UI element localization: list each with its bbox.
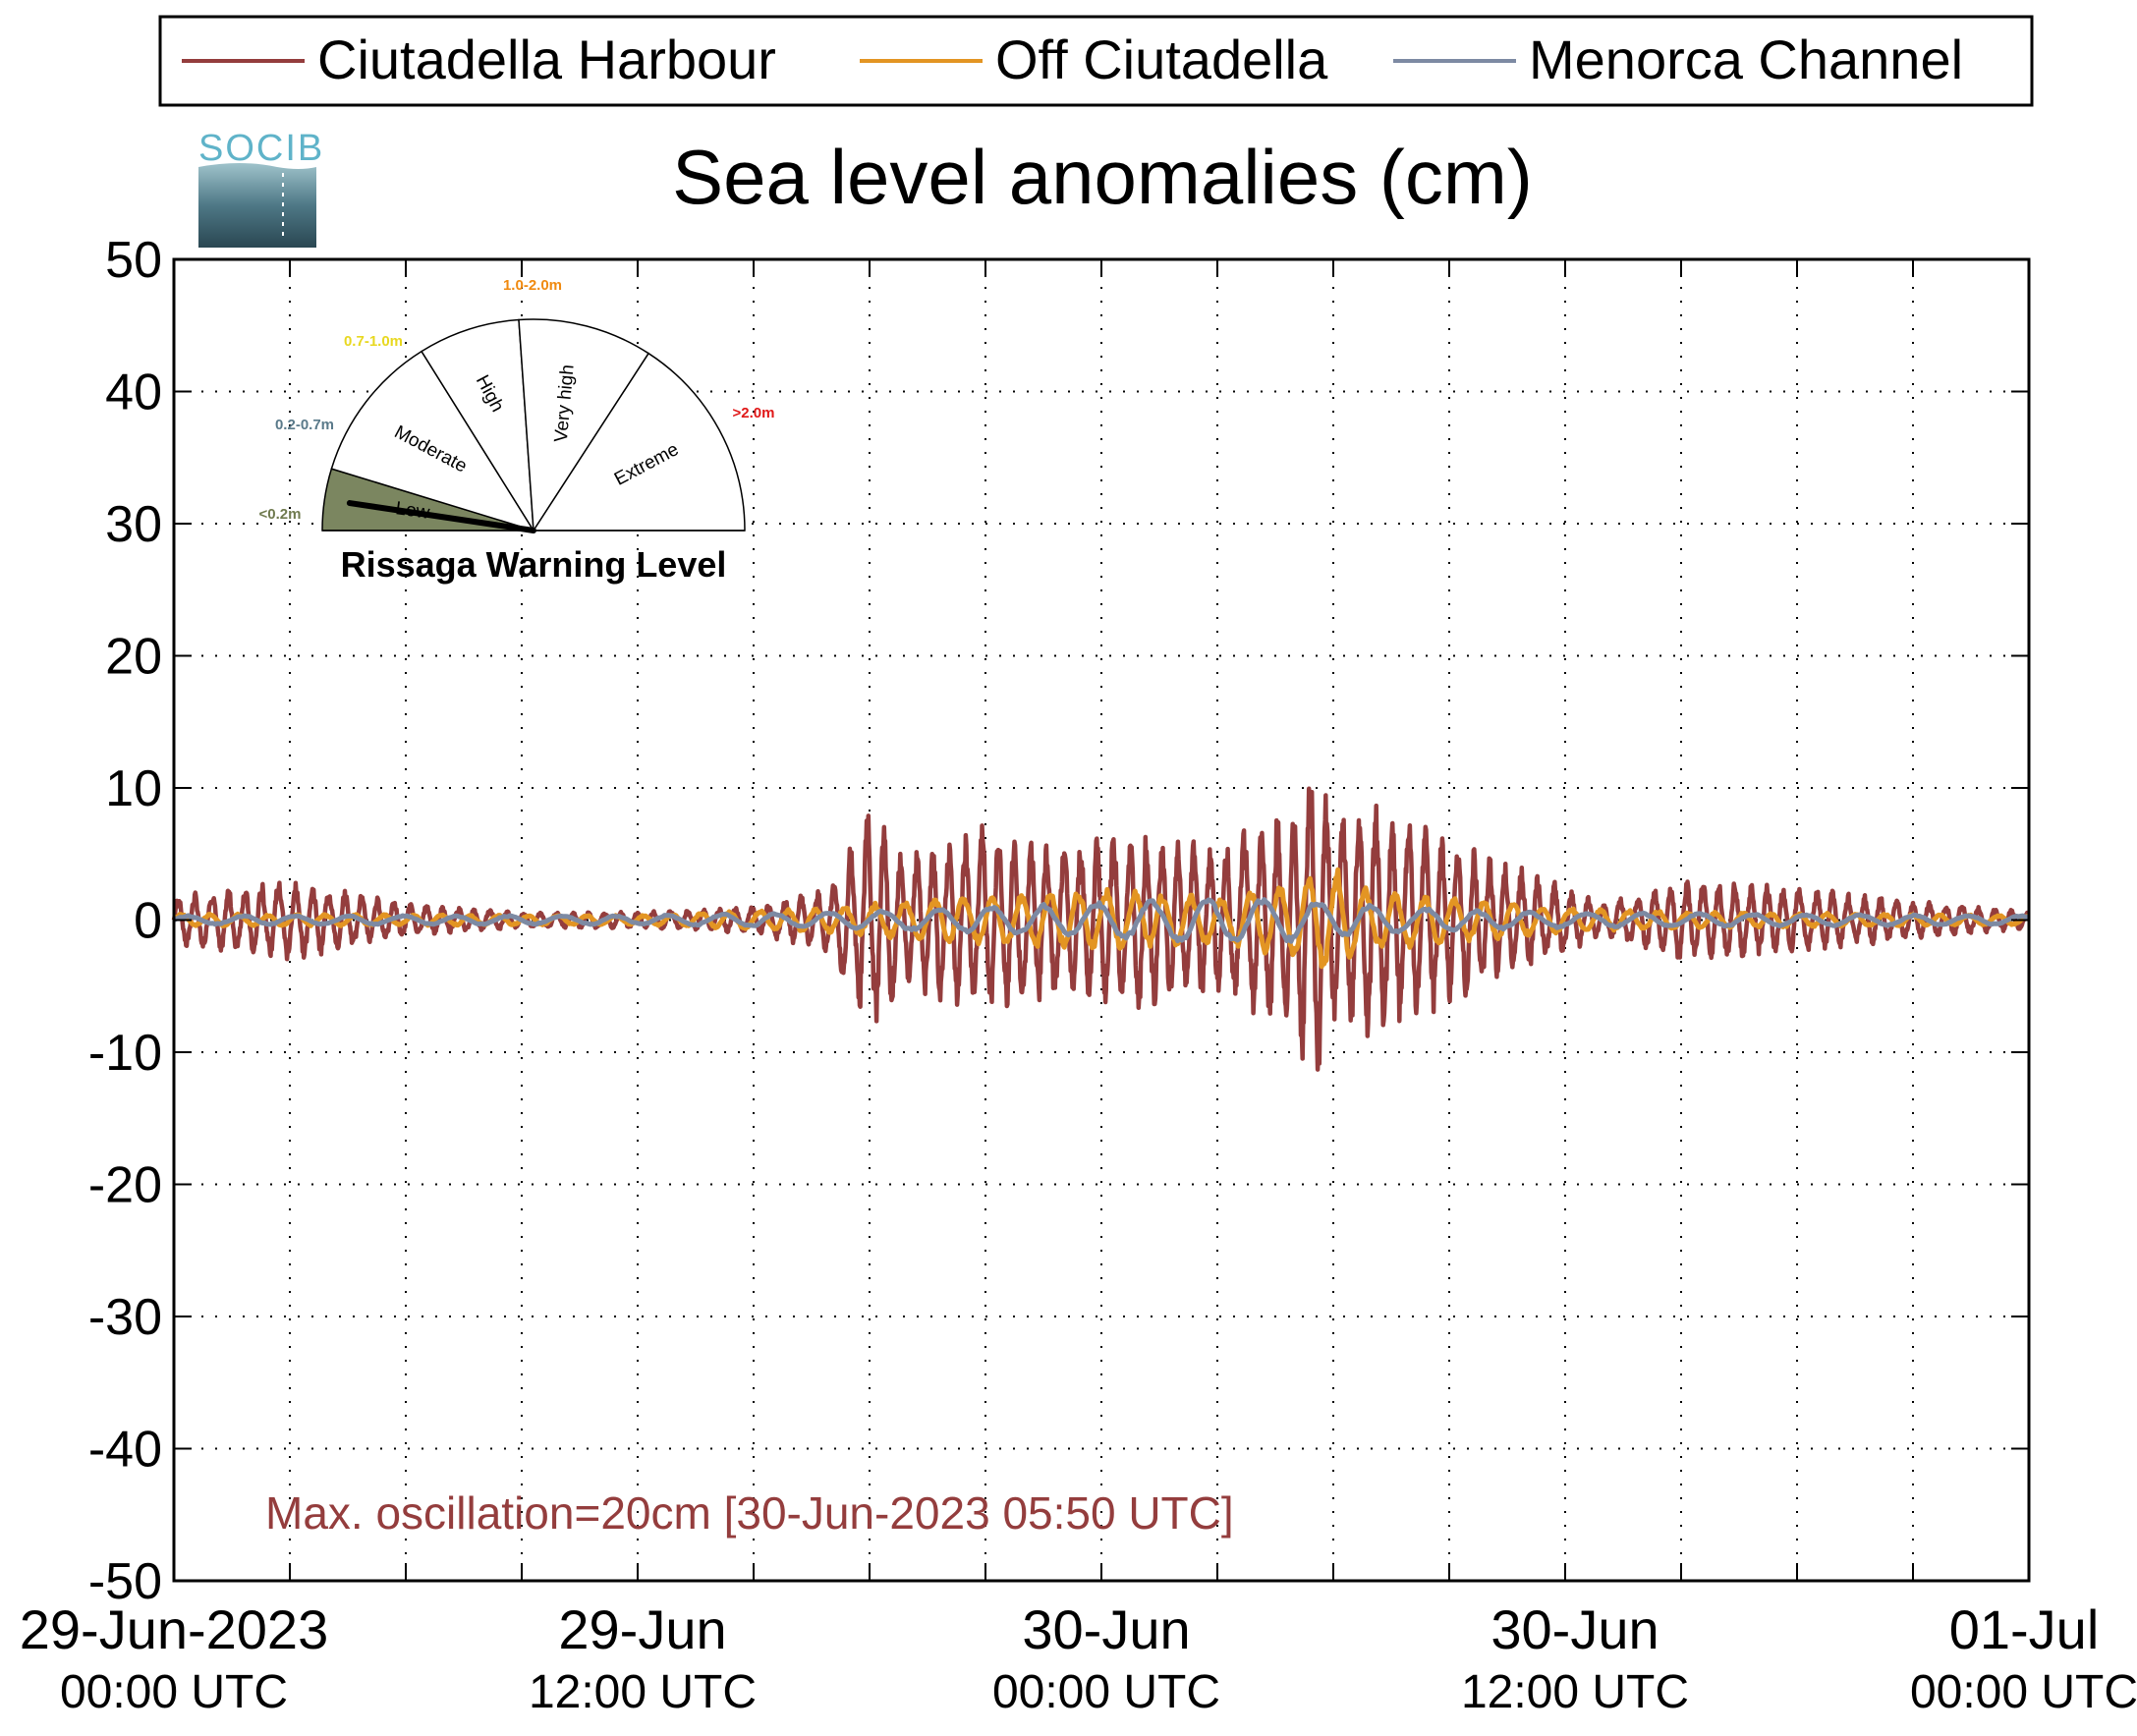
y-tick-label: 20 <box>105 629 162 686</box>
legend-label-menorca-channel: Menorca Channel <box>1529 28 1963 90</box>
y-tick-label: -50 <box>88 1553 162 1610</box>
x-tick-label-date: 30-Jun <box>1490 1598 1659 1660</box>
x-tick-label-date: 30-Jun <box>1022 1598 1190 1660</box>
legend-label-off-ciutadella: Off Ciutadella <box>995 28 1328 90</box>
legend-label-ciutadella-harbour: Ciutadella Harbour <box>317 28 776 90</box>
gauge-needle <box>346 500 536 533</box>
logo-wave-shape <box>198 163 316 248</box>
gauge-range-label: 1.0-2.0m <box>503 277 562 294</box>
x-tick-label-time: 00:00 UTC <box>1910 1666 2137 1718</box>
x-tick-label-date: 01-Jul <box>1949 1598 2100 1660</box>
y-tick-label: 0 <box>134 893 162 950</box>
series-layer <box>171 786 2031 1072</box>
chart-title: Sea level anomalies (cm) <box>672 134 1533 220</box>
y-tick-label: -30 <box>88 1289 162 1346</box>
gauge-sector-high <box>421 318 534 532</box>
series-line-menorca-channel <box>172 897 2030 944</box>
gauge-sector-extreme <box>532 352 746 532</box>
gauge-sector-very-high <box>518 318 650 533</box>
y-tick-label: -40 <box>88 1422 162 1479</box>
x-tick-label-date: 29-Jun <box>558 1598 726 1660</box>
socib-logo: SOCIB <box>198 128 324 248</box>
gauge-range-label: >2.0m <box>733 405 775 421</box>
y-tick-label: 40 <box>105 364 162 421</box>
y-tick-label: 50 <box>105 232 162 289</box>
gauge-range-label: 0.2-0.7m <box>275 417 334 433</box>
series-line-ciutadella-harbour <box>171 786 2031 1072</box>
x-tick-label-time: 12:00 UTC <box>1461 1666 1689 1718</box>
x-tick-label-date: 29-Jun-2023 <box>20 1598 328 1660</box>
y-tick-label: 30 <box>105 496 162 553</box>
x-tick-label-time: 00:00 UTC <box>60 1666 288 1718</box>
legend-box <box>158 15 2034 107</box>
y-tick-label: -20 <box>88 1157 162 1214</box>
y-tick-label: 10 <box>105 760 162 817</box>
legend: Ciutadella Harbour Off Ciutadella Menorc… <box>158 15 2034 107</box>
gauge-range-label: <0.2m <box>259 506 302 523</box>
max-oscillation-annotation: Max. oscillation=20cm [30-Jun-2023 05:50… <box>265 1487 1234 1539</box>
gauge-title: Rissaga Warning Level <box>341 544 727 585</box>
logo-text: SOCIB <box>198 128 324 169</box>
rissaga-warning-gauge: LowModerateHighVery highExtreme<0.2m0.2-… <box>259 277 775 585</box>
gauge-range-label: 0.7-1.0m <box>344 333 403 350</box>
y-tick-label: -10 <box>88 1025 162 1082</box>
gauge-sector-moderate <box>330 350 535 532</box>
x-tick-label-time: 12:00 UTC <box>529 1666 757 1718</box>
x-tick-label-time: 00:00 UTC <box>992 1666 1220 1718</box>
